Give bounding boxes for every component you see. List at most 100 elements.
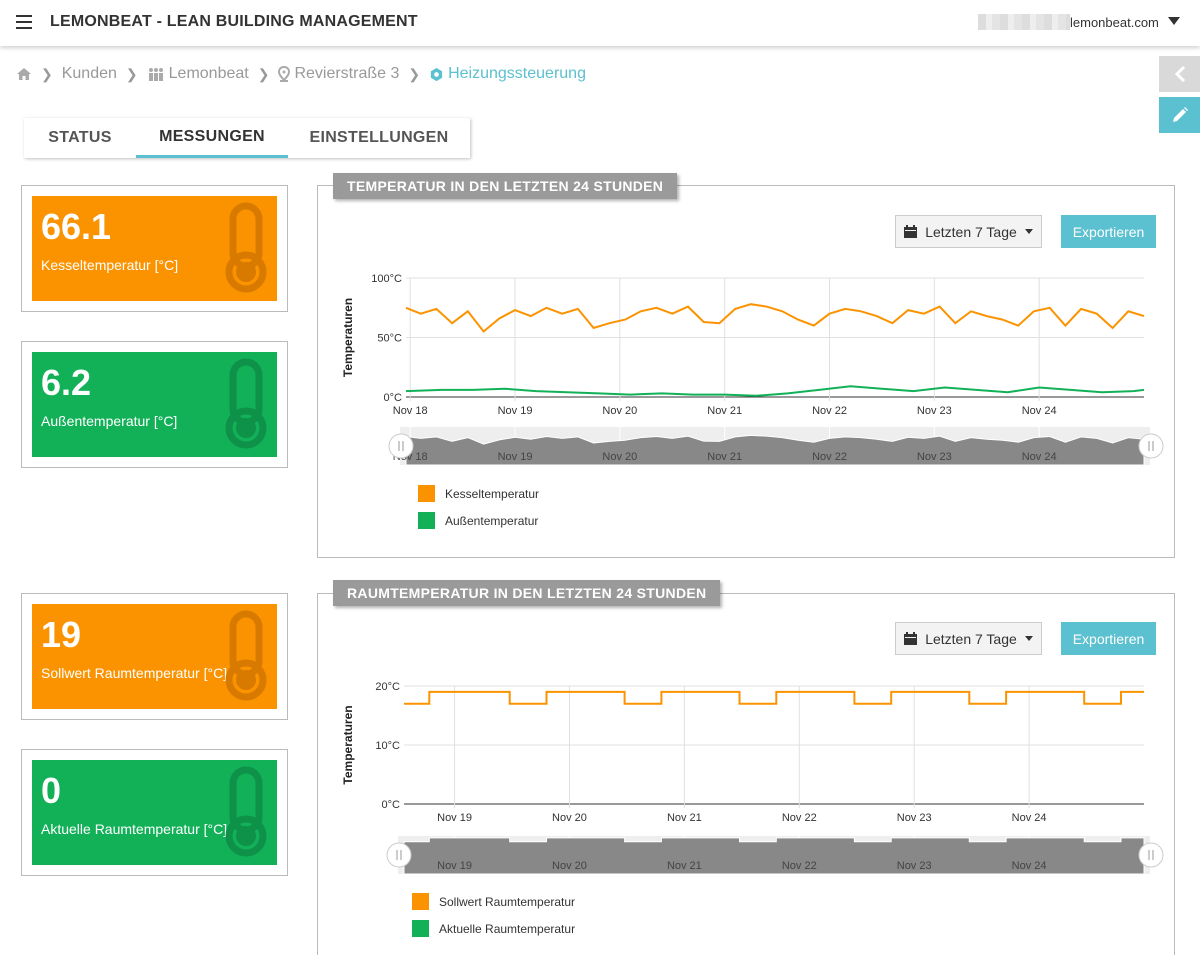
kpi-tile: 66.1 Kesseltemperatur [°C] xyxy=(32,196,277,301)
map-pin-icon xyxy=(278,66,291,82)
range-label: Letzten 7 Tage xyxy=(925,223,1017,240)
y-tick-label: 50°C xyxy=(377,333,402,345)
navigator-label: Nov 24 xyxy=(1022,451,1057,463)
legend-swatch xyxy=(412,920,429,937)
legend-item-aussentemperatur[interactable]: Außentemperatur xyxy=(418,512,538,529)
thermometer-icon xyxy=(225,202,267,293)
series-line xyxy=(404,690,1144,705)
x-tick-label: Nov 22 xyxy=(812,405,847,417)
breadcrumb-home[interactable] xyxy=(16,67,32,81)
navigator-label: Nov 20 xyxy=(602,451,637,463)
pencil-icon xyxy=(1172,107,1188,122)
user-name-blurred xyxy=(978,14,1070,30)
legend-item-kesseltemperatur[interactable]: Kesseltemperatur xyxy=(418,485,539,502)
navigator-area xyxy=(405,434,1145,466)
x-tick-label: Nov 21 xyxy=(667,812,702,824)
navigator-area xyxy=(403,837,1145,875)
user-email[interactable]: lemonbeat.com xyxy=(1070,15,1159,30)
x-tick-label: Nov 23 xyxy=(917,405,952,417)
tab-status[interactable]: STATUS xyxy=(48,129,112,146)
series-line xyxy=(405,303,1145,333)
caret-down-icon xyxy=(1024,636,1033,641)
kpi-card-kesseltemperatur: 66.1 Kesseltemperatur [°C] xyxy=(21,185,288,312)
breadcrumb-label[interactable]: Revierstraße 3 xyxy=(294,65,400,82)
x-tick-label: Nov 20 xyxy=(602,405,637,417)
kpi-card-aktuelle-raumtemperatur: 0 Aktuelle Raumtemperatur [°C] xyxy=(21,749,288,876)
legend-swatch xyxy=(418,485,435,502)
export-button[interactable]: Exportieren xyxy=(1061,215,1156,248)
caret-down-icon[interactable] xyxy=(1168,17,1180,25)
kpi-card-sollwert-raumtemperatur: 19 Sollwert Raumtemperatur [°C] xyxy=(21,593,288,720)
y-axis-title: Temperaturen xyxy=(341,705,355,784)
x-tick-label: Nov 21 xyxy=(707,405,742,417)
x-tick-label: Nov 22 xyxy=(782,812,817,824)
x-tick-label: Nov 18 xyxy=(393,405,428,417)
legend-label: Aktuelle Raumtemperatur xyxy=(439,921,576,936)
kpi-label: Sollwert Raumtemperatur [°C] xyxy=(41,665,228,681)
breadcrumb-label[interactable]: Kunden xyxy=(61,65,117,82)
x-tick-label: Nov 19 xyxy=(498,405,533,417)
navigator-label: Nov 19 xyxy=(437,860,472,872)
y-tick-label: 20°C xyxy=(375,681,400,693)
tab-einstellungen[interactable]: EINSTELLUNGEN xyxy=(309,129,449,146)
temperature-chart: 0°C 50°C 100°C Temperaturen Nov 18 Nov 19 Nov … xyxy=(341,273,1164,466)
breadcrumb-address[interactable]: Revierstraße 3 xyxy=(278,65,399,83)
navigator-handle xyxy=(1138,842,1164,868)
x-tick-label: Nov 23 xyxy=(897,812,932,824)
y-tick-label: 100°C xyxy=(371,273,402,285)
y-tick-label: 0°C xyxy=(382,799,401,811)
chevron-left-icon xyxy=(1174,66,1185,82)
x-tick-label: Nov 24 xyxy=(1022,405,1057,417)
series-line xyxy=(405,385,1145,397)
navigator-label: Nov 22 xyxy=(812,451,847,463)
people-icon xyxy=(148,68,163,81)
legend-item-aktuelle[interactable]: Aktuelle Raumtemperatur xyxy=(412,920,575,937)
kpi-value: 19 xyxy=(41,614,82,655)
breadcrumb: ❯ Kunden ❯ Lemonbeat ❯ Revierstraße 3 ❯ … xyxy=(16,64,586,84)
edit-button[interactable] xyxy=(1159,97,1200,133)
navigator-label: Nov 23 xyxy=(917,451,952,463)
navigator-handle xyxy=(388,433,414,459)
breadcrumb-label: Heizungssteuerung xyxy=(448,65,586,82)
kpi-tile: 6.2 Außentemperatur [°C] xyxy=(32,352,277,457)
breadcrumb-current: Heizungssteuerung xyxy=(429,65,586,83)
legend-swatch xyxy=(418,512,435,529)
navigator-label: Nov 23 xyxy=(897,860,932,872)
export-button[interactable]: Exportieren xyxy=(1061,622,1156,655)
navigator-handle xyxy=(386,842,412,868)
navigator-label: Nov 20 xyxy=(552,860,587,872)
chevron-right-icon: ❯ xyxy=(41,65,53,82)
legend-label: Außentemperatur xyxy=(445,513,539,528)
menu-icon[interactable] xyxy=(16,15,32,29)
navigator-label: Nov 22 xyxy=(782,860,817,872)
kpi-tile: 0 Aktuelle Raumtemperatur [°C] xyxy=(32,760,277,865)
kpi-label: Außentemperatur [°C] xyxy=(41,413,178,429)
panel-title: TEMPERATUR IN DEN LETZTEN 24 STUNDEN xyxy=(333,173,678,199)
breadcrumb-kunden[interactable]: Kunden xyxy=(62,65,117,83)
navigator-label: Nov 21 xyxy=(707,451,742,463)
range-dropdown[interactable]: Letzten 7 Tage xyxy=(895,215,1042,248)
kpi-value: 6.2 xyxy=(41,362,92,403)
navigator-handle xyxy=(1138,433,1164,459)
x-tick-label: Nov 20 xyxy=(552,812,587,824)
y-tick-label: 10°C xyxy=(375,740,400,752)
breadcrumb-label[interactable]: Lemonbeat xyxy=(168,65,249,82)
thermometer-icon xyxy=(225,610,267,701)
tab-messungen[interactable]: MESSUNGEN xyxy=(136,118,288,158)
kpi-tile: 19 Sollwert Raumtemperatur [°C] xyxy=(32,604,277,709)
panel-title: RAUMTEMPERATUR IN DEN LETZTEN 24 STUNDEN xyxy=(333,580,721,606)
breadcrumb-lemonbeat[interactable]: Lemonbeat xyxy=(147,65,249,83)
thermometer-icon xyxy=(225,358,267,449)
range-dropdown[interactable]: Letzten 7 Tage xyxy=(895,622,1042,655)
collapse-button[interactable] xyxy=(1159,56,1200,92)
app-title: LEMONBEAT - LEAN BUILDING MANAGEMENT xyxy=(50,13,418,30)
room-temperature-chart: 0°C 10°C 20°C Temperaturen Nov 19 Nov 20 Nov 2… xyxy=(341,681,1164,875)
navigator-label: Nov 19 xyxy=(498,451,533,463)
legend-item-sollwert[interactable]: Sollwert Raumtemperatur xyxy=(412,893,575,910)
thermometer-icon xyxy=(225,766,267,857)
legend-label: Kesseltemperatur xyxy=(445,486,540,501)
home-icon xyxy=(17,68,31,80)
navigator-label: Nov 24 xyxy=(1012,860,1047,872)
top-bar: LEMONBEAT - LEAN BUILDING MANAGEMENT lem… xyxy=(0,0,1200,46)
gear-icon xyxy=(430,67,443,81)
